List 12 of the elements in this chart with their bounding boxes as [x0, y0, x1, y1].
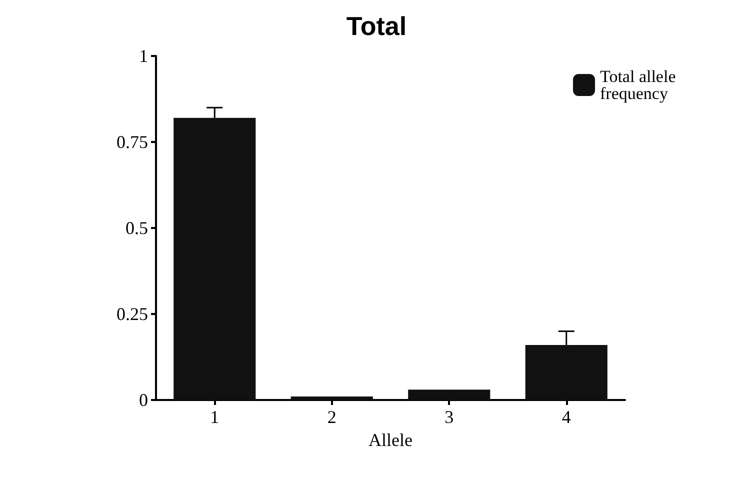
x-tick-label: 4 [562, 407, 571, 427]
chart-title: Total [346, 11, 407, 41]
x-tick-label: 3 [444, 407, 454, 427]
x-tick-label: 1 [210, 407, 220, 427]
x-tick-label: 2 [327, 407, 336, 427]
y-tick-label: 1 [139, 46, 148, 66]
y-tick-label: 0 [139, 390, 148, 410]
y-tick-label: 0.5 [126, 218, 148, 238]
x-axis-title: Allele [368, 430, 412, 450]
legend-label: Total allele frequency [600, 67, 680, 103]
y-tick-label: 0.75 [116, 132, 148, 152]
y-tick-label: 0.25 [116, 304, 148, 324]
